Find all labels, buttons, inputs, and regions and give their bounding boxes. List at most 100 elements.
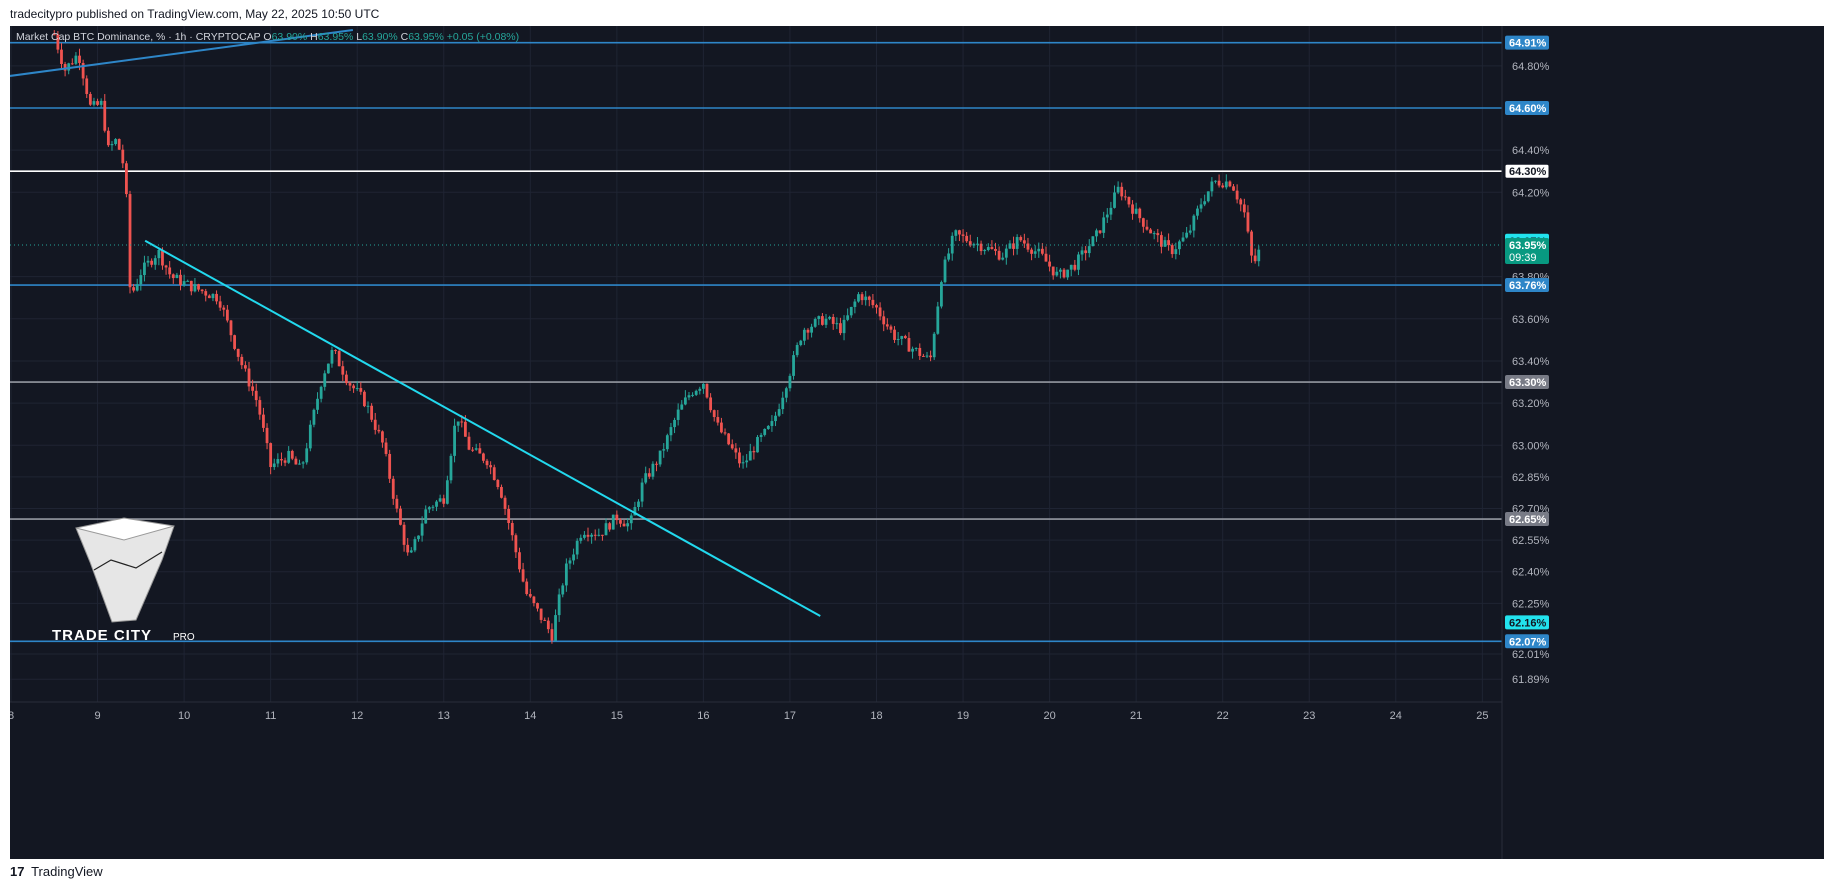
candle[interactable]	[525, 578, 529, 596]
candle[interactable]	[417, 535, 420, 542]
candle[interactable]	[575, 538, 579, 560]
candle[interactable]	[691, 392, 694, 398]
candle[interactable]	[355, 381, 359, 392]
candle[interactable]	[582, 531, 586, 540]
candle[interactable]	[788, 373, 792, 392]
candle[interactable]	[1120, 182, 1124, 201]
candle[interactable]	[215, 290, 218, 305]
candle[interactable]	[1253, 248, 1257, 264]
candle[interactable]	[929, 350, 932, 362]
candle[interactable]	[474, 443, 478, 451]
candle[interactable]	[1004, 244, 1008, 265]
candle[interactable]	[229, 319, 233, 342]
candle[interactable]	[676, 403, 680, 426]
candle[interactable]	[348, 381, 352, 391]
candle[interactable]	[622, 520, 626, 527]
candle[interactable]	[222, 305, 226, 317]
candle[interactable]	[604, 518, 608, 536]
candle[interactable]	[1080, 246, 1084, 261]
candle[interactable]	[352, 383, 355, 393]
candle[interactable]	[1141, 217, 1145, 233]
candle[interactable]	[831, 313, 835, 330]
candle[interactable]	[1163, 236, 1167, 247]
candle[interactable]	[590, 533, 594, 544]
candle[interactable]	[503, 495, 507, 515]
candle[interactable]	[1203, 194, 1207, 207]
candle[interactable]	[1012, 236, 1015, 256]
candle[interactable]	[673, 417, 676, 434]
candle[interactable]	[233, 334, 236, 351]
candle[interactable]	[153, 255, 157, 270]
candle[interactable]	[103, 94, 107, 133]
candle[interactable]	[817, 315, 821, 326]
candle[interactable]	[500, 484, 503, 499]
candle[interactable]	[236, 348, 240, 362]
candle[interactable]	[907, 332, 911, 352]
candle[interactable]	[936, 301, 940, 335]
candle[interactable]	[774, 411, 777, 427]
candle[interactable]	[442, 494, 446, 508]
candle[interactable]	[283, 457, 287, 467]
candle[interactable]	[1152, 231, 1156, 240]
candle[interactable]	[1001, 252, 1005, 261]
candle[interactable]	[254, 383, 258, 407]
candle[interactable]	[1062, 268, 1066, 279]
candle[interactable]	[294, 456, 298, 465]
level-price-tag[interactable]: 62.65%	[1505, 512, 1549, 527]
candle[interactable]	[298, 459, 301, 465]
candle[interactable]	[251, 379, 255, 396]
candle[interactable]	[828, 315, 832, 321]
candle[interactable]	[683, 390, 687, 406]
candle[interactable]	[655, 461, 658, 472]
candle[interactable]	[1206, 191, 1210, 203]
candle[interactable]	[532, 595, 536, 607]
candle[interactable]	[1066, 269, 1070, 280]
candle[interactable]	[1127, 196, 1131, 208]
candle[interactable]	[121, 144, 125, 169]
price-chart[interactable]: 64.80%64.40%64.20%63.80%63.60%63.40%63.2…	[10, 26, 1824, 859]
candle[interactable]	[114, 138, 117, 146]
candle[interactable]	[626, 518, 630, 532]
candle[interactable]	[139, 269, 143, 291]
candle[interactable]	[445, 475, 449, 505]
candle[interactable]	[1134, 202, 1138, 215]
candle[interactable]	[965, 232, 969, 243]
candle[interactable]	[1217, 174, 1221, 188]
candle[interactable]	[1159, 231, 1163, 254]
candle[interactable]	[849, 306, 853, 318]
candle[interactable]	[168, 261, 172, 279]
candle[interactable]	[1246, 205, 1250, 234]
candle[interactable]	[925, 351, 929, 359]
candle[interactable]	[492, 464, 496, 481]
candle[interactable]	[921, 353, 925, 357]
candle[interactable]	[748, 443, 752, 461]
candle[interactable]	[323, 370, 327, 391]
candle[interactable]	[867, 295, 871, 307]
candle[interactable]	[1250, 229, 1253, 263]
candle[interactable]	[1196, 205, 1199, 220]
candle[interactable]	[1073, 259, 1077, 272]
candle[interactable]	[669, 422, 673, 442]
candle[interactable]	[846, 308, 850, 322]
candle[interactable]	[568, 557, 572, 570]
candle[interactable]	[373, 412, 377, 435]
candle[interactable]	[810, 323, 813, 338]
candle[interactable]	[557, 588, 561, 622]
candle[interactable]	[370, 403, 374, 423]
candle[interactable]	[647, 468, 651, 479]
candle[interactable]	[182, 274, 186, 287]
candle[interactable]	[986, 243, 990, 252]
candle[interactable]	[110, 141, 114, 151]
candle[interactable]	[1030, 247, 1033, 261]
level-price-tag[interactable]: 63.76%	[1505, 278, 1549, 293]
candle[interactable]	[983, 248, 987, 255]
current-price-tag[interactable]: 63.95%09:39	[1505, 238, 1549, 265]
candle[interactable]	[92, 97, 96, 107]
candle[interactable]	[341, 360, 345, 381]
candle[interactable]	[132, 283, 136, 293]
candle[interactable]	[586, 527, 590, 542]
candle[interactable]	[947, 248, 951, 262]
candle[interactable]	[262, 407, 265, 432]
candle[interactable]	[1098, 230, 1102, 235]
candle[interactable]	[88, 91, 92, 106]
